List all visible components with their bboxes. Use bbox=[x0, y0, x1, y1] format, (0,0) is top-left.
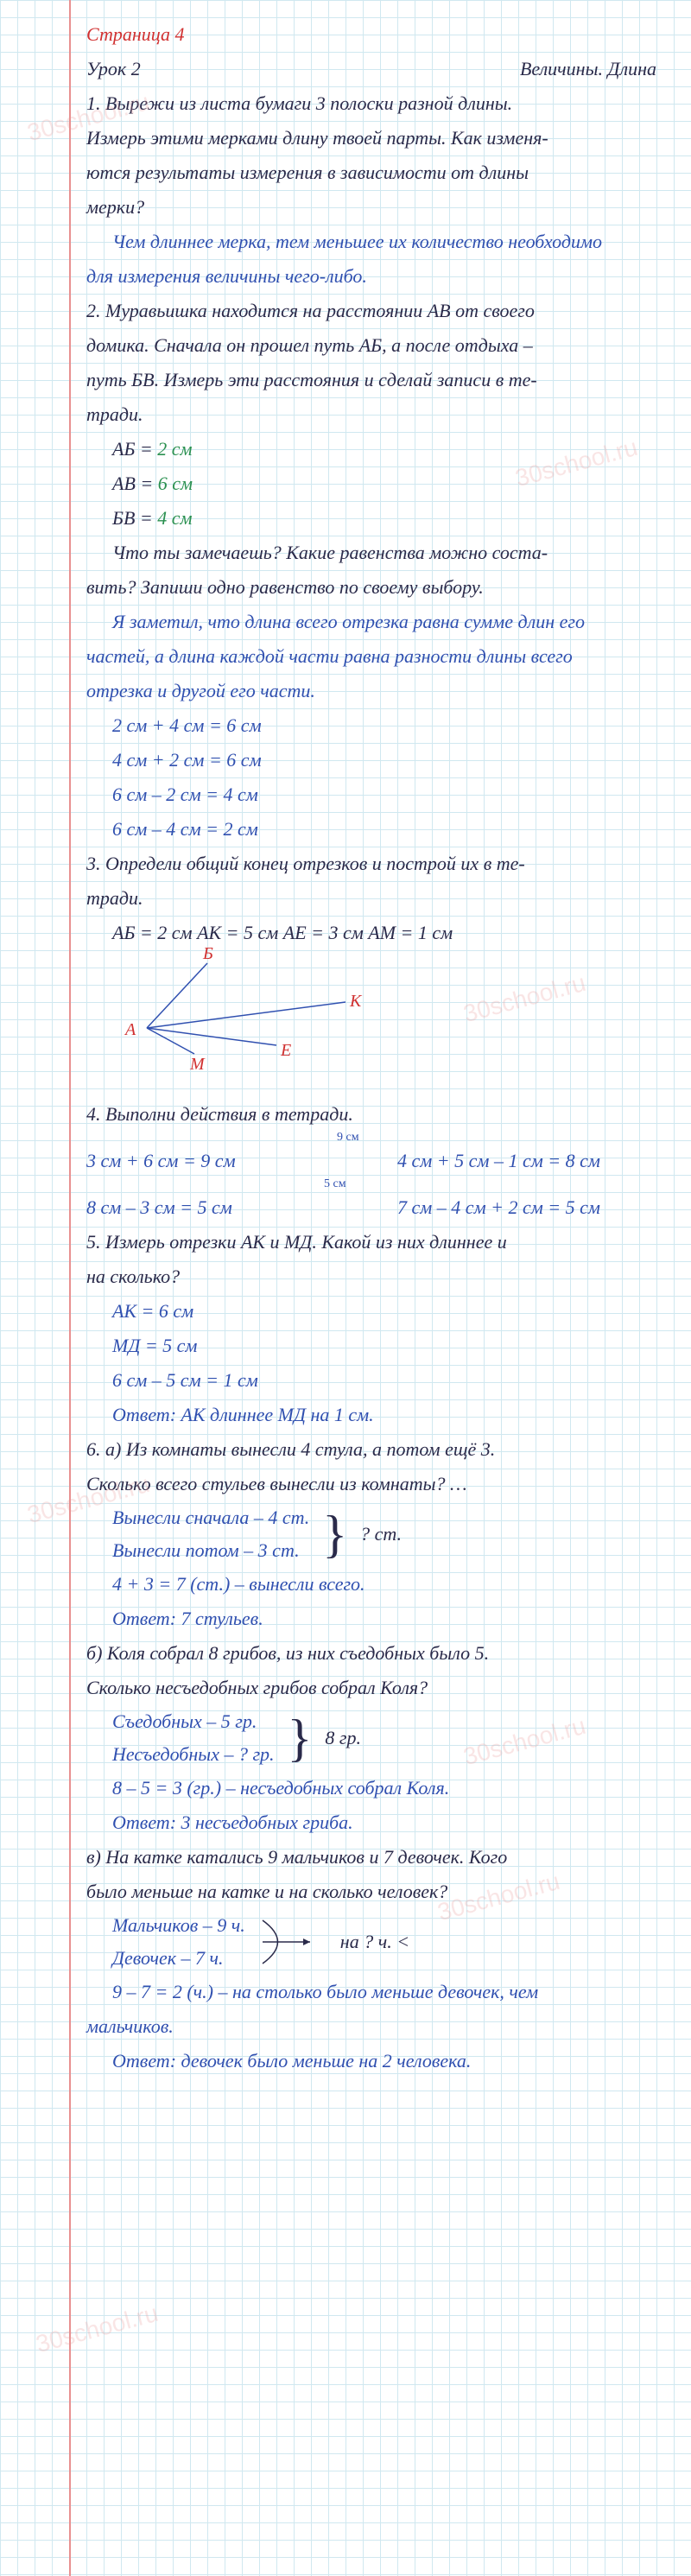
q6b-text: б) Коля собрал 8 грибов, из них съедобны… bbox=[86, 1636, 656, 1671]
header-row: Урок 2 Величины. Длина bbox=[86, 52, 656, 86]
svg-text:А: А bbox=[124, 1020, 136, 1039]
q2-text: домика. Сначала он прошел путь АБ, а пос… bbox=[86, 328, 656, 363]
q5-text: на сколько? bbox=[86, 1259, 656, 1294]
q4-annot: 9 см bbox=[86, 1132, 656, 1144]
q6v-text: было меньше на катке и на сколько челове… bbox=[86, 1875, 656, 1909]
q1-answer: для измерения величины чего-либо. bbox=[86, 259, 656, 294]
q1-text: ются результаты измерения в зависимости … bbox=[86, 155, 656, 190]
watermark: 30school.ru bbox=[33, 2300, 161, 2358]
q6v-bracket: Мальчиков – 9 ч. Девочек – 7 ч. на ? ч. … bbox=[86, 1909, 656, 1975]
q3-text: 3. Определи общий конец отрезков и постр… bbox=[86, 847, 656, 881]
q6b-text: Сколько несъедобных грибов собрал Коля? bbox=[86, 1671, 656, 1705]
q6v-calc: мальчиков. bbox=[86, 2009, 656, 2044]
q6b-answer: Ответ: 3 несъедобных гриба. bbox=[86, 1805, 656, 1840]
q6v-calc: 9 – 7 = 2 (ч.) – на столько было меньше … bbox=[86, 1975, 656, 2009]
q6a-text: 6. а) Из комнаты вынесли 4 стула, а пото… bbox=[86, 1432, 656, 1467]
q1-answer: Чем длиннее мерка, тем меньшее их количе… bbox=[86, 225, 656, 259]
q5-calc: 6 см – 5 см = 1 см bbox=[86, 1363, 656, 1398]
q2-answer: частей, а длина каждой части равна разно… bbox=[86, 639, 656, 674]
bracket-icon: } bbox=[288, 1712, 313, 1764]
q3-segments: АБ = 2 см АК = 5 см АЕ = 3 см АМ = 1 см bbox=[86, 916, 656, 950]
q2-bv: БВ = 4 см bbox=[86, 501, 656, 536]
q6v-text: в) На катке катались 9 мальчиков и 7 дев… bbox=[86, 1840, 656, 1875]
notebook-page: 30school.ru 30school.ru 30school.ru 30sc… bbox=[0, 0, 691, 2576]
q1-text: мерки? bbox=[86, 190, 656, 225]
arrow-icon bbox=[258, 1912, 327, 1972]
q2-eq: 2 см + 4 см = 6 см bbox=[86, 708, 656, 743]
q2-av: АВ = 6 см bbox=[86, 466, 656, 501]
q2-eq: 6 см – 2 см = 4 см bbox=[86, 777, 656, 812]
q2-ab: АБ = 2 см bbox=[86, 432, 656, 466]
q2-text: путь БВ. Измерь эти расстояния и сделай … bbox=[86, 363, 656, 397]
bracket-icon: } bbox=[322, 1508, 347, 1560]
margin-line bbox=[69, 0, 71, 2576]
q5-text: 5. Измерь отрезки АК и МД. Какой из них … bbox=[86, 1225, 656, 1259]
q2-answer: отрезка и другой его части. bbox=[86, 674, 656, 708]
q4-row1: 3 см + 6 см = 9 см 4 см + 5 см – 1 см = … bbox=[86, 1144, 656, 1178]
q2-text: тради. bbox=[86, 397, 656, 432]
svg-text:Б: Б bbox=[202, 944, 213, 963]
q3-diagram: АБКЕМ bbox=[112, 959, 656, 1088]
q6b-calc: 8 – 5 = 3 (гр.) – несъедобных собрал Кол… bbox=[86, 1771, 656, 1805]
q3-text: тради. bbox=[86, 881, 656, 916]
q6b-bracket: Съедобных – 5 гр. Несъедобных – ? гр. } … bbox=[86, 1705, 656, 1771]
q4-text: 4. Выполни действия в тетради. bbox=[86, 1097, 656, 1132]
q4-row2: 8 см – 3 см = 5 см 7 см – 4 см + 2 см = … bbox=[86, 1190, 656, 1225]
q5-val: МД = 5 см bbox=[86, 1329, 656, 1363]
q2-text: вить? Запиши одно равенство по своему вы… bbox=[86, 570, 656, 605]
q5-val: АК = 6 см bbox=[86, 1294, 656, 1329]
q2-answer: Я заметил, что длина всего отрезка равна… bbox=[86, 605, 656, 639]
q6v-answer: Ответ: девочек было меньше на 2 человека… bbox=[86, 2044, 656, 2078]
lesson-label: Урок 2 bbox=[86, 52, 141, 86]
q6a-calc: 4 + 3 = 7 (ст.) – вынесли всего. bbox=[86, 1567, 656, 1602]
q5-answer: Ответ: АК длиннее МД на 1 см. bbox=[86, 1398, 656, 1432]
svg-text:М: М bbox=[189, 1055, 206, 1074]
q6a-text: Сколько всего стульев вынесли из комнаты… bbox=[86, 1467, 656, 1501]
topic-label: Величины. Длина bbox=[520, 52, 656, 86]
q6a-answer: Ответ: 7 стульев. bbox=[86, 1602, 656, 1636]
svg-text:К: К bbox=[349, 992, 363, 1011]
q1-text: 1. Вырежи из листа бумаги 3 полоски разн… bbox=[86, 86, 656, 121]
svg-text:Е: Е bbox=[280, 1041, 291, 1060]
q2-text: Что ты замечаешь? Какие равенства можно … bbox=[86, 536, 656, 570]
q2-eq: 6 см – 4 см = 2 см bbox=[86, 812, 656, 847]
q2-eq: 4 см + 2 см = 6 см bbox=[86, 743, 656, 777]
q4-annot: 5 см bbox=[86, 1178, 656, 1190]
q6a-bracket: Вынесли сначала – 4 ст. Вынесли потом – … bbox=[86, 1501, 656, 1567]
q1-text: Измерь этими мерками длину твоей парты. … bbox=[86, 121, 656, 155]
page-number: Страница 4 bbox=[86, 17, 656, 52]
q2-text: 2. Муравьишка находится на расстоянии АВ… bbox=[86, 294, 656, 328]
